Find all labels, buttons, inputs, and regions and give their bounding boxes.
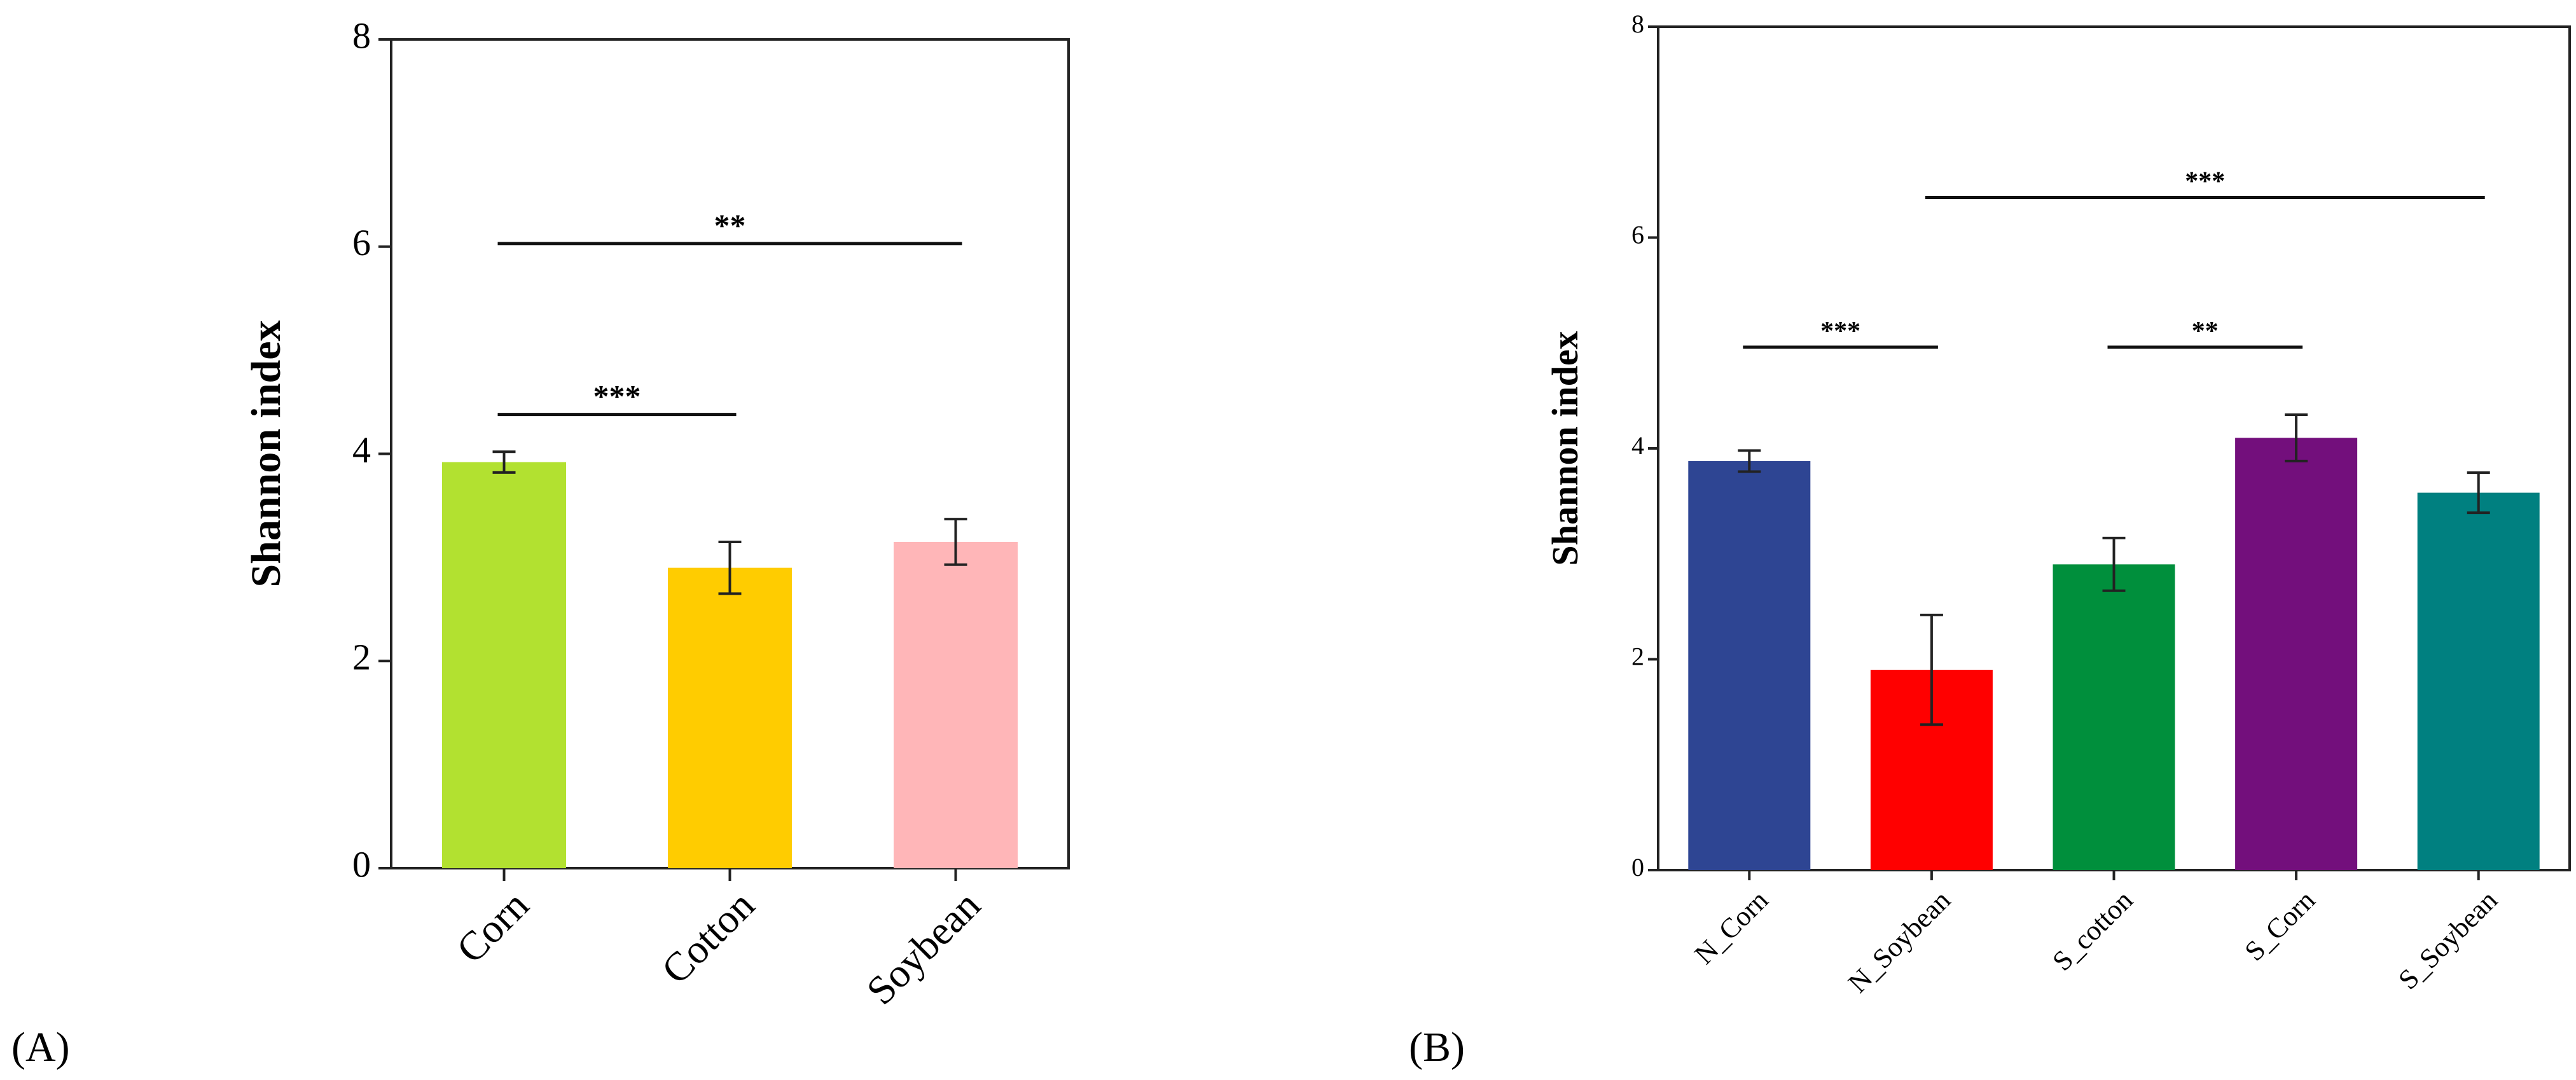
x-category-label: S_Soybean [2392, 884, 2503, 995]
y-tick-label: 8 [352, 15, 371, 56]
bar-corn [442, 462, 566, 868]
y-tick-label: 6 [1631, 221, 1644, 249]
panel-label: (A) [11, 1024, 70, 1070]
significance-label: *** [1820, 317, 1860, 346]
x-category-label: N_Corn [1689, 884, 1775, 970]
x-category-label: N_Soybean [1842, 884, 1956, 999]
bar-soybean [894, 541, 1018, 868]
y-tick-label: 4 [1631, 431, 1644, 460]
y-tick-label: 2 [1631, 642, 1644, 671]
panel-b-chart: 0 2 4 6 8 Shannon index N_Corn N_Soybean S_cotto… [1409, 10, 2571, 1070]
y-tick-label: 0 [352, 843, 371, 885]
bar-s-soybean [2417, 492, 2540, 870]
y-tick-label: 4 [352, 429, 371, 471]
significance-label: *** [593, 378, 641, 414]
bar-n-corn [1688, 460, 1811, 870]
y-tick-label: 0 [1631, 853, 1644, 882]
significance-label: ** [2192, 317, 2219, 346]
x-category-label: Soybean [858, 882, 989, 1013]
x-category-label: Cotton [653, 882, 763, 992]
bar-s-cotton [2053, 564, 2175, 870]
x-category-label: S_Corn [2238, 884, 2321, 967]
y-axis-title: Shannon index [1544, 331, 1586, 565]
x-category-label: S_cotton [2046, 884, 2138, 976]
significance-label: *** [2185, 167, 2225, 197]
bar-s-corn [2235, 438, 2358, 870]
y-tick-label: 8 [1631, 10, 1644, 38]
bar-cotton [668, 567, 792, 868]
panel-label: (B) [1409, 1024, 1465, 1070]
y-axis-title: Shannon index [243, 320, 289, 587]
y-tick-label: 6 [352, 222, 371, 263]
significance-label: ** [714, 207, 746, 243]
y-tick-label: 2 [352, 637, 371, 678]
x-category-label: Corn [448, 882, 537, 972]
